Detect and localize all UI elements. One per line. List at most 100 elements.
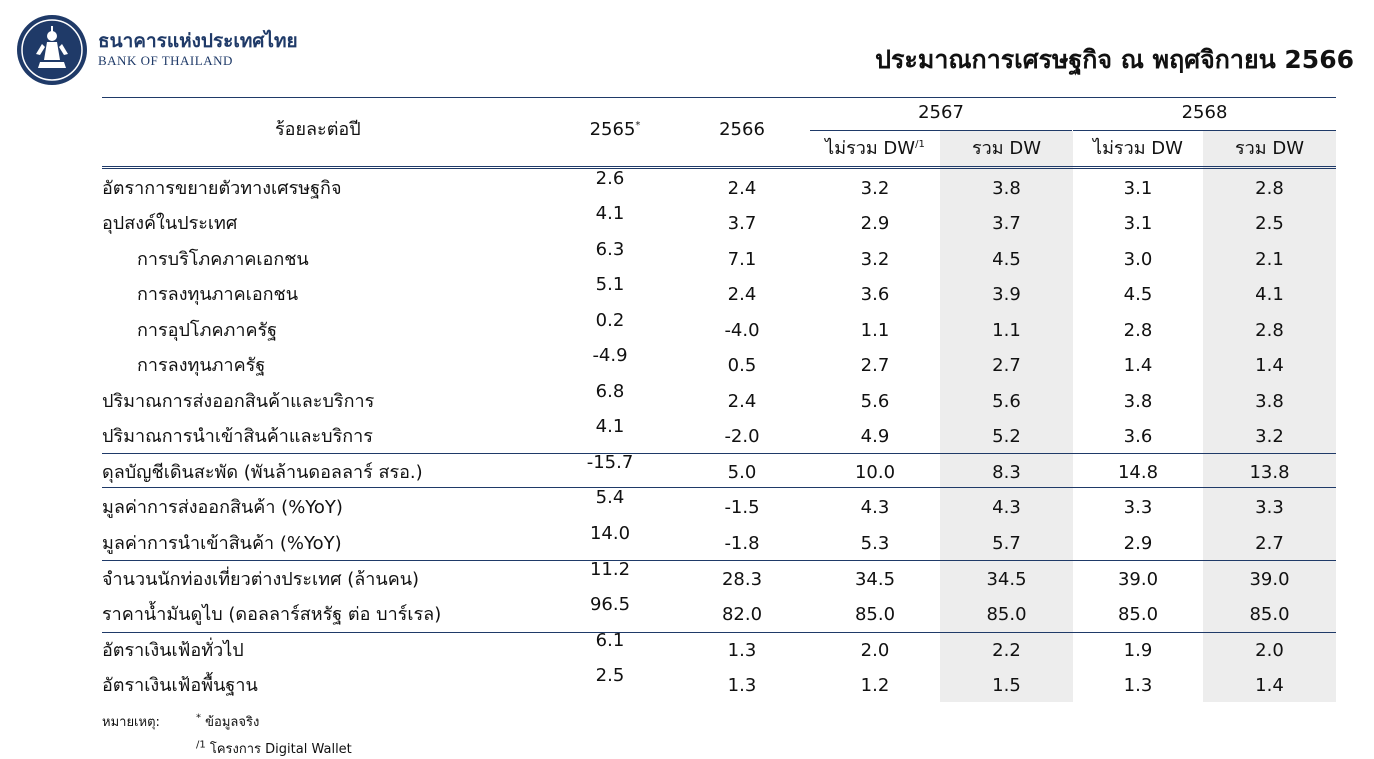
header-incl-dw-2567: รวม DW <box>971 138 1042 159</box>
row-label: ปริมาณการนำเข้าสินค้าและบริการ <box>102 426 373 447</box>
note-actual-data: * ข้อมูลจริง <box>196 712 260 730</box>
shade-incl-dw-2567 <box>940 131 1073 702</box>
cell-2567-excl-dw: 3.6 <box>860 284 890 305</box>
cell-2565: 5.1 <box>595 274 625 295</box>
cell-2567-incl-dw: 4.5 <box>992 249 1021 270</box>
cell-2566: -1.8 <box>724 533 760 554</box>
header-unit-label: ร้อยละต่อปี <box>275 119 361 140</box>
note-digital-wallet: /1 โครงการ Digital Wallet <box>196 739 352 757</box>
header-incl-dw-2568: รวม DW <box>1234 138 1305 159</box>
cell-2565: 6.3 <box>595 239 625 260</box>
row-label: ดุลบัญชีเดินสะพัด (พันล้านดอลลาร์ สรอ.) <box>102 462 423 483</box>
header-excl-dw-2568: ไม่รวม DW <box>1093 138 1183 159</box>
row-label: อัตราการขยายตัวทางเศรษฐกิจ <box>102 178 342 199</box>
cell-2568-excl-dw: 2.8 <box>1123 320 1153 341</box>
bank-name-english: BANK OF THAILAND <box>98 53 233 68</box>
cell-2568-excl-dw: 1.9 <box>1123 640 1153 661</box>
header-2565: 2565* <box>589 119 641 140</box>
cell-2568-excl-dw: 4.5 <box>1123 284 1153 305</box>
cell-2566: -2.0 <box>724 426 760 447</box>
cell-2568-excl-dw: 85.0 <box>1117 604 1159 625</box>
row-label: การอุปโภคภาครัฐ <box>137 320 278 341</box>
cell-2567-incl-dw: 3.8 <box>992 178 1021 199</box>
year-2568-rule <box>1073 130 1336 131</box>
cell-2565: 2.5 <box>595 665 625 686</box>
cell-2567-excl-dw: 2.0 <box>860 640 890 661</box>
cell-2568-incl-dw: 1.4 <box>1255 355 1284 376</box>
cell-2568-incl-dw: 2.0 <box>1255 640 1284 661</box>
cell-2567-excl-dw: 85.0 <box>854 604 896 625</box>
cell-2567-incl-dw: 1.5 <box>992 675 1021 696</box>
row-label: มูลค่าการส่งออกสินค้า (%YoY) <box>102 497 343 518</box>
row-label: การลงทุนภาคเอกชน <box>137 284 299 305</box>
cell-2565: 0.2 <box>595 310 625 331</box>
cell-2568-excl-dw: 3.6 <box>1123 426 1153 447</box>
row-label: ปริมาณการส่งออกสินค้าและบริการ <box>102 391 375 412</box>
cell-2566: 2.4 <box>727 284 757 305</box>
cell-2568-excl-dw: 3.0 <box>1123 249 1153 270</box>
cell-2565: 96.5 <box>589 594 631 615</box>
cell-2567-incl-dw: 34.5 <box>986 569 1027 590</box>
shade-incl-dw-2568 <box>1203 131 1336 702</box>
cell-2566: -1.5 <box>724 497 760 518</box>
cell-2567-incl-dw: 5.2 <box>992 426 1021 447</box>
cell-2565: 2.6 <box>595 168 625 189</box>
cell-2567-excl-dw: 2.9 <box>860 213 890 234</box>
cell-2568-excl-dw: 3.1 <box>1123 213 1153 234</box>
cell-2568-excl-dw: 14.8 <box>1117 462 1159 483</box>
cell-2566: 2.4 <box>727 391 757 412</box>
cell-2565: 14.0 <box>589 523 631 544</box>
year-2567-rule <box>810 130 1072 131</box>
cell-2567-excl-dw: 4.3 <box>860 497 890 518</box>
cell-2567-incl-dw: 5.6 <box>992 391 1021 412</box>
row-label: ราคาน้ำมันดูไบ (ดอลลาร์สหรัฐ ต่อ บาร์เรล… <box>102 604 442 625</box>
cell-2568-excl-dw: 3.8 <box>1123 391 1153 412</box>
section-rule-3 <box>102 560 1336 561</box>
cell-2568-incl-dw: 39.0 <box>1249 569 1290 590</box>
cell-2568-incl-dw: 1.4 <box>1255 675 1284 696</box>
cell-2566: 5.0 <box>727 462 757 483</box>
cell-2568-incl-dw: 2.1 <box>1255 249 1284 270</box>
bank-emblem-icon <box>17 15 87 85</box>
cell-2567-incl-dw: 1.1 <box>992 320 1021 341</box>
cell-2567-incl-dw: 4.3 <box>992 497 1021 518</box>
header-bottom-rule <box>102 166 1336 169</box>
cell-2566: 82.0 <box>721 604 763 625</box>
bank-logo <box>16 14 88 86</box>
cell-2568-incl-dw: 2.5 <box>1255 213 1284 234</box>
row-label: การลงทุนภาครัฐ <box>137 355 266 376</box>
bank-name-thai: ธนาคารแห่งประเทศไทย <box>98 30 298 52</box>
notes-label: หมายเหตุ: <box>102 715 160 730</box>
cell-2567-excl-dw: 34.5 <box>854 569 896 590</box>
cell-2567-excl-dw: 4.9 <box>860 426 890 447</box>
cell-2565: -15.7 <box>586 452 634 473</box>
cell-2568-incl-dw: 4.1 <box>1255 284 1284 305</box>
cell-2567-excl-dw: 1.2 <box>860 675 890 696</box>
cell-2567-excl-dw: 5.3 <box>860 533 890 554</box>
cell-2567-incl-dw: 2.2 <box>992 640 1021 661</box>
cell-2565: 11.2 <box>589 559 631 580</box>
cell-2567-excl-dw: 5.6 <box>860 391 890 412</box>
cell-2566: -4.0 <box>724 320 760 341</box>
cell-2567-excl-dw: 2.7 <box>860 355 890 376</box>
row-label: การบริโภคภาคเอกชน <box>137 249 309 270</box>
cell-2567-excl-dw: 3.2 <box>860 178 890 199</box>
cell-2565: 6.1 <box>595 630 625 651</box>
header-2566: 2566 <box>719 119 765 140</box>
cell-2567-incl-dw: 2.7 <box>992 355 1021 376</box>
cell-2568-excl-dw: 3.1 <box>1123 178 1153 199</box>
cell-2568-incl-dw: 3.8 <box>1255 391 1284 412</box>
cell-2566: 0.5 <box>727 355 757 376</box>
cell-2568-excl-dw: 3.3 <box>1123 497 1153 518</box>
cell-2568-incl-dw: 2.8 <box>1255 320 1284 341</box>
cell-2568-incl-dw: 3.3 <box>1255 497 1284 518</box>
cell-2567-incl-dw: 3.7 <box>992 213 1021 234</box>
page-title: ประมาณการเศรษฐกิจ ณ พฤศจิกายน 2566 <box>875 45 1354 74</box>
cell-2565: 6.8 <box>595 381 625 402</box>
section-rule-2 <box>102 487 1336 488</box>
cell-2566: 28.3 <box>721 569 763 590</box>
cell-2568-incl-dw: 3.2 <box>1255 426 1284 447</box>
cell-2567-excl-dw: 10.0 <box>854 462 896 483</box>
row-label: จำนวนนักท่องเที่ยวต่างประเทศ (ล้านคน) <box>102 569 420 590</box>
cell-2568-incl-dw: 2.8 <box>1255 178 1284 199</box>
